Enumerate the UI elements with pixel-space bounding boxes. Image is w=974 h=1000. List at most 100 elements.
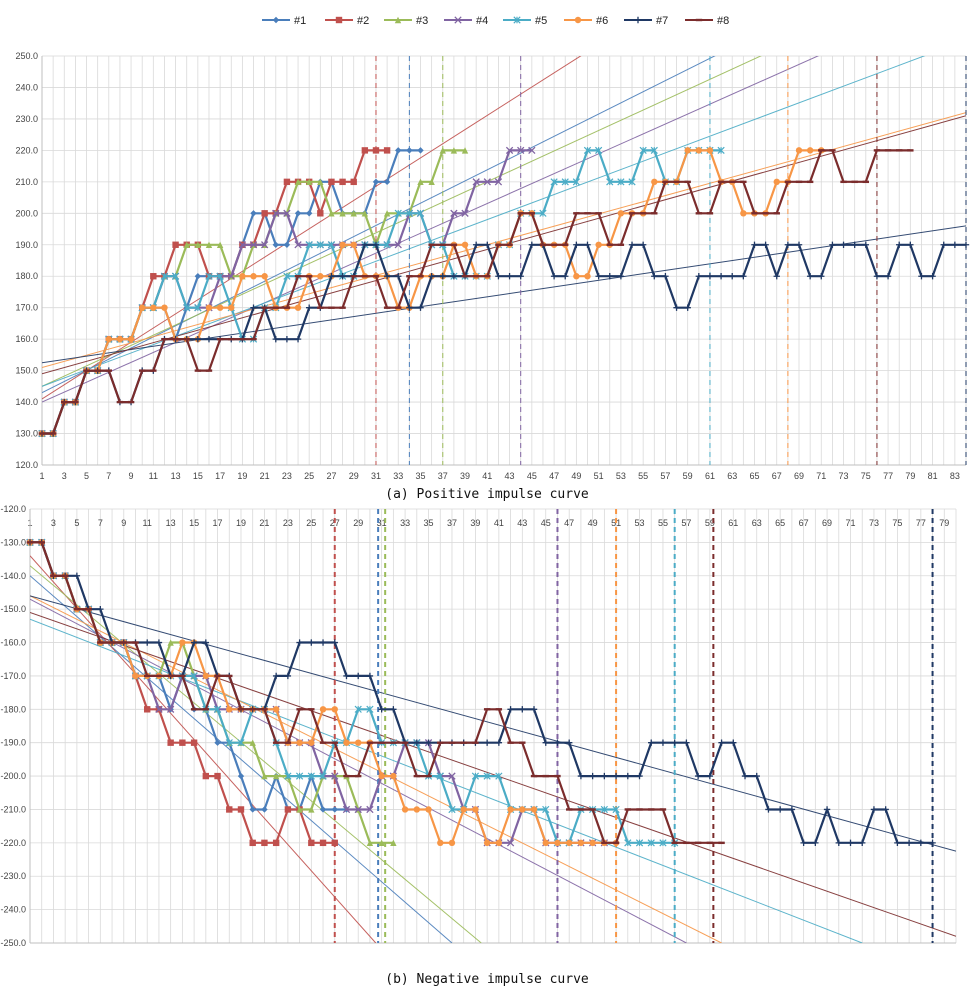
y-tick-label: 230.0 xyxy=(15,114,38,124)
data-point xyxy=(361,147,369,154)
x-tick-label: 25 xyxy=(306,518,316,528)
data-point xyxy=(328,178,335,186)
data-point xyxy=(773,273,780,280)
data-point xyxy=(612,841,620,845)
data-point xyxy=(190,672,198,680)
data-point xyxy=(284,741,292,744)
data-point xyxy=(873,149,881,152)
data-point xyxy=(116,335,124,343)
data-point xyxy=(428,273,435,280)
data-point xyxy=(918,273,925,280)
data-point xyxy=(272,772,280,780)
data-point xyxy=(554,739,561,746)
data-point xyxy=(595,212,602,215)
trend-line-series-7 xyxy=(30,595,956,852)
y-tick-label: 140.0 xyxy=(15,397,38,407)
x-tick-label: 27 xyxy=(326,471,336,481)
legend-marker xyxy=(513,16,521,24)
data-point xyxy=(425,774,432,778)
data-point xyxy=(317,306,324,309)
data-point xyxy=(542,739,549,746)
x-tick-label: 71 xyxy=(845,518,855,528)
data-point xyxy=(350,275,357,278)
y-tick-label: 190.0 xyxy=(15,240,38,250)
legend-item: #1 xyxy=(262,15,306,27)
data-point xyxy=(49,432,57,435)
data-point xyxy=(127,335,135,343)
data-point xyxy=(73,572,81,579)
data-point xyxy=(562,243,569,246)
data-point xyxy=(108,641,116,644)
data-point xyxy=(167,639,174,646)
data-point xyxy=(495,839,503,847)
data-point xyxy=(132,641,139,644)
data-point xyxy=(829,149,836,152)
trend-line-series-2 xyxy=(30,555,377,943)
data-point xyxy=(659,839,667,847)
data-point xyxy=(450,209,458,217)
legend-marker xyxy=(394,16,402,24)
x-tick-label: 77 xyxy=(916,518,926,528)
data-point xyxy=(647,839,655,847)
data-point xyxy=(226,674,233,678)
data-point xyxy=(239,273,246,280)
data-point xyxy=(425,739,432,746)
data-point xyxy=(573,273,580,280)
data-point xyxy=(214,739,221,746)
x-tick-label: 59 xyxy=(683,471,693,481)
data-point xyxy=(635,839,644,847)
data-point xyxy=(565,839,573,847)
data-point xyxy=(202,672,210,680)
data-point xyxy=(617,210,625,217)
series-8 xyxy=(26,541,725,845)
data-point xyxy=(530,774,538,778)
data-point xyxy=(172,241,179,248)
data-point xyxy=(283,306,291,309)
x-tick-label: 33 xyxy=(393,471,403,481)
data-point xyxy=(228,304,235,311)
data-point xyxy=(683,739,690,746)
data-point xyxy=(328,210,335,217)
y-tick-label: -230.0 xyxy=(0,871,26,881)
x-tick-label: 81 xyxy=(928,471,938,481)
data-point xyxy=(729,180,736,184)
data-point xyxy=(339,178,346,186)
data-point xyxy=(284,672,292,680)
data-point xyxy=(818,273,825,280)
trend-lines xyxy=(30,555,956,943)
data-point xyxy=(339,306,346,309)
data-point xyxy=(183,241,190,248)
data-point xyxy=(260,241,269,249)
x-tick-label: 35 xyxy=(424,518,434,528)
data-point xyxy=(636,772,643,780)
data-point xyxy=(272,706,280,713)
data-point xyxy=(483,839,491,847)
legend: #1 #2 #3 #4 #5 #6 #7 #8 xyxy=(262,15,729,27)
x-tick-label: 13 xyxy=(171,471,181,481)
data-point xyxy=(354,805,362,814)
data-point xyxy=(214,674,221,678)
x-tick-label: 5 xyxy=(74,518,79,528)
x-tick-label: 39 xyxy=(470,518,480,528)
data-point xyxy=(319,639,327,646)
data-point xyxy=(539,243,547,246)
data-point xyxy=(390,741,397,744)
x-tick-label: 35 xyxy=(415,471,425,481)
legend-marker xyxy=(634,16,642,24)
data-point xyxy=(194,273,202,280)
data-point xyxy=(519,706,526,713)
x-tick-label: 57 xyxy=(681,518,691,528)
data-point xyxy=(717,180,725,184)
x-tick-label: 49 xyxy=(588,518,598,528)
series-4 xyxy=(26,538,609,847)
data-point xyxy=(366,741,374,744)
legend-label: #1 xyxy=(294,15,306,27)
data-point xyxy=(573,212,580,215)
data-point xyxy=(896,241,903,248)
x-tick-label: 29 xyxy=(349,471,359,481)
data-point xyxy=(624,772,631,780)
data-point xyxy=(331,639,338,646)
data-point xyxy=(439,147,446,154)
data-point xyxy=(572,178,580,186)
data-point xyxy=(706,147,714,154)
